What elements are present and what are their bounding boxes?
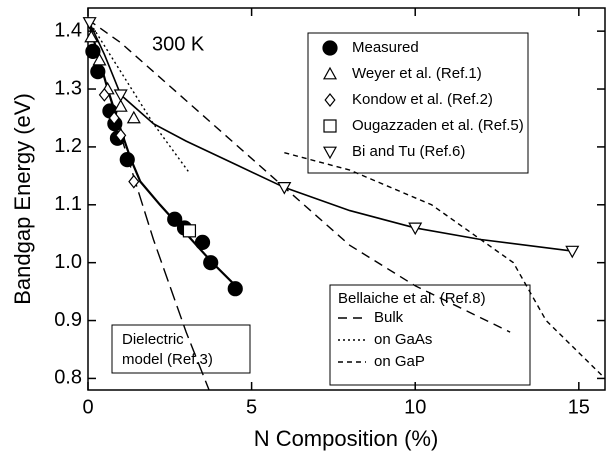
legend-marker bbox=[323, 119, 337, 133]
fit-curve bbox=[88, 19, 210, 390]
fit-curve bbox=[88, 19, 573, 252]
dielectric-box bbox=[111, 324, 251, 374]
legend2-label: on GaP bbox=[374, 353, 425, 370]
legend-marker bbox=[322, 40, 338, 56]
legend-label: Bi and Tu (Ref.6) bbox=[352, 143, 465, 160]
y-tick-label: 1.1 bbox=[54, 193, 82, 215]
marker bbox=[194, 234, 211, 251]
marker bbox=[90, 64, 106, 80]
legend-label: Ougazzaden et al. (Ref.5) bbox=[352, 117, 524, 134]
theory-curve bbox=[284, 152, 605, 379]
marker bbox=[227, 281, 243, 297]
y-axis-label: Bandgap Energy (eV) bbox=[10, 93, 35, 305]
marker bbox=[126, 110, 141, 124]
y-tick-label: 0.8 bbox=[54, 367, 82, 389]
y-tick-label: 1.4 bbox=[54, 19, 82, 41]
y-tick-label: 1.0 bbox=[54, 251, 82, 273]
marker bbox=[167, 211, 183, 227]
legend2-label: Bulk bbox=[374, 309, 404, 326]
marker bbox=[408, 222, 423, 236]
marker bbox=[115, 128, 127, 143]
legend-label: Kondow et al. (Ref.2) bbox=[352, 91, 493, 108]
legend2-box bbox=[329, 284, 531, 386]
x-tick-label: 15 bbox=[568, 396, 590, 418]
legend-marker bbox=[322, 66, 338, 80]
legend2-title: Bellaiche et al. (Ref.8) bbox=[338, 290, 486, 307]
marker bbox=[108, 111, 120, 125]
plot-frame bbox=[87, 7, 606, 391]
marker bbox=[92, 52, 107, 66]
dielectric-label: model (Ref.3) bbox=[122, 351, 213, 368]
marker bbox=[84, 29, 99, 43]
legend-box bbox=[307, 32, 529, 174]
marker bbox=[113, 89, 128, 103]
dielectric-label: Dielectric bbox=[122, 331, 184, 348]
annotation: 300 K bbox=[152, 33, 205, 55]
x-tick-label: 0 bbox=[82, 396, 93, 418]
marker bbox=[277, 182, 292, 195]
x-tick-label: 10 bbox=[404, 396, 426, 418]
legend-label: Weyer et al. (Ref.1) bbox=[352, 65, 482, 82]
legend-label: Measured bbox=[352, 39, 419, 56]
marker bbox=[85, 43, 101, 60]
y-tick-label: 1.3 bbox=[54, 77, 82, 99]
legend2-label: on GaAs bbox=[374, 331, 432, 348]
marker bbox=[113, 99, 128, 112]
legend-marker bbox=[322, 146, 338, 160]
y-tick-label: 1.2 bbox=[54, 135, 82, 157]
legend-marker bbox=[324, 93, 336, 107]
x-axis-label: N Composition (%) bbox=[254, 426, 439, 451]
y-tick-label: 0.9 bbox=[54, 309, 82, 331]
marker bbox=[203, 255, 219, 271]
marker bbox=[128, 174, 140, 189]
theory-curve bbox=[88, 19, 191, 174]
x-tick-label: 5 bbox=[246, 396, 257, 418]
fit-curve bbox=[88, 19, 240, 290]
marker bbox=[182, 224, 197, 238]
marker bbox=[98, 87, 110, 102]
marker bbox=[565, 245, 580, 259]
marker bbox=[119, 152, 135, 168]
marker bbox=[82, 17, 97, 30]
